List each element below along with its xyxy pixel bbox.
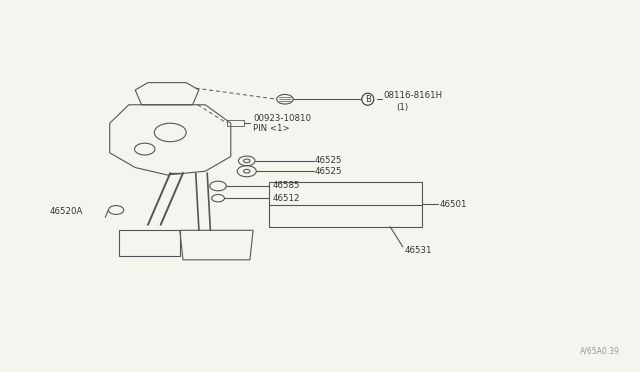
Text: 46525: 46525 bbox=[315, 156, 342, 166]
Text: B: B bbox=[365, 95, 371, 104]
Text: 46585: 46585 bbox=[272, 182, 300, 190]
Text: 46501: 46501 bbox=[440, 200, 467, 209]
Text: (1): (1) bbox=[396, 103, 408, 112]
Text: PIN <1>: PIN <1> bbox=[253, 124, 290, 132]
Text: A/65A0.39: A/65A0.39 bbox=[580, 347, 620, 356]
Text: 46531: 46531 bbox=[404, 246, 431, 255]
Text: 46512: 46512 bbox=[272, 194, 300, 203]
Text: 46525: 46525 bbox=[315, 167, 342, 176]
Text: 08116-8161H: 08116-8161H bbox=[384, 91, 443, 100]
Text: 46520A: 46520A bbox=[49, 207, 83, 217]
Text: 00923-10810: 00923-10810 bbox=[253, 114, 311, 123]
